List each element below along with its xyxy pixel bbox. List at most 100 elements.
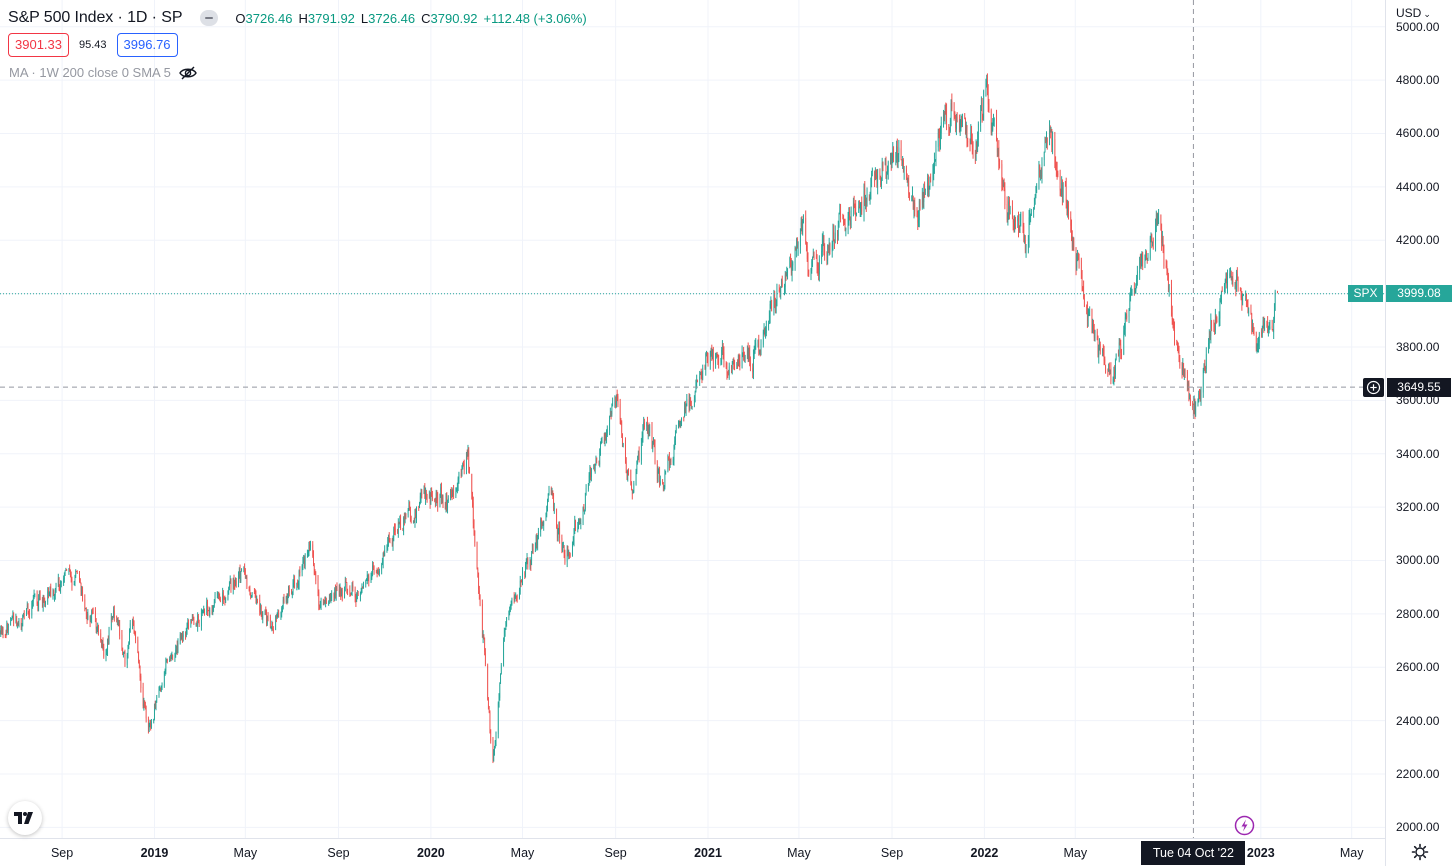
candle-body <box>238 574 239 585</box>
candle-body <box>519 580 521 592</box>
time-tick-label: 2022 <box>970 846 999 860</box>
candle-body <box>863 191 865 214</box>
candle-body <box>281 608 283 614</box>
candle-body <box>264 611 266 613</box>
candle-body <box>508 614 510 618</box>
candle-body <box>381 564 383 571</box>
candle-body <box>796 238 797 251</box>
candle-body <box>744 356 745 360</box>
candle-body <box>489 712 491 730</box>
candle-body <box>160 689 161 691</box>
sell-button[interactable]: 3901.33 <box>8 33 69 57</box>
candle-body <box>229 583 230 588</box>
candle-body <box>803 216 804 224</box>
candle-body <box>866 194 868 207</box>
candle-body <box>827 244 829 262</box>
candle-body <box>1046 135 1047 142</box>
candle-body <box>1003 184 1005 188</box>
candle-body <box>946 111 947 124</box>
tradingview-logo-icon[interactable] <box>8 801 42 835</box>
candle-body <box>1040 175 1041 177</box>
candle-body <box>1251 313 1253 331</box>
candle-body <box>959 121 961 131</box>
candle-body <box>778 289 780 292</box>
candle-body <box>34 593 36 595</box>
candle-body <box>185 635 186 637</box>
candle-body <box>811 261 813 272</box>
plus-circle-icon[interactable] <box>1363 377 1384 397</box>
candle-body <box>927 178 928 191</box>
candle-body <box>739 361 741 367</box>
candle-body <box>159 689 161 690</box>
candle-body <box>699 376 701 381</box>
eye-off-icon[interactable] <box>179 66 197 80</box>
candle-body <box>1093 330 1095 338</box>
candle-body <box>669 457 670 468</box>
candle-body <box>1093 324 1094 331</box>
lightning-bolt-icon[interactable] <box>1234 815 1255 836</box>
candle-body <box>407 510 409 516</box>
indicator-label[interactable]: MA · 1W 200 close 0 SMA 5 <box>9 65 171 80</box>
candle-body <box>461 470 463 475</box>
candle-body <box>726 369 728 374</box>
buy-button[interactable]: 3996.76 <box>116 33 178 57</box>
candle-body <box>1213 322 1215 325</box>
candle-body <box>1200 392 1202 401</box>
candle-body <box>1269 326 1271 329</box>
candle-body <box>246 577 248 586</box>
candle-body <box>441 496 443 503</box>
candle-body <box>696 380 698 387</box>
candle-body <box>675 427 677 434</box>
candle-body <box>251 595 252 598</box>
change-value: +112.48 (+3.06%) <box>483 10 587 26</box>
candle-body <box>74 575 76 583</box>
candle-body <box>1273 319 1275 333</box>
candle-body <box>569 554 571 557</box>
candle-body <box>282 599 284 608</box>
candle-body <box>742 352 744 354</box>
candle-body <box>409 505 411 507</box>
symbol-title[interactable]: S&P 500 Index · 1D · SP <box>8 9 183 26</box>
candle-body <box>386 548 388 550</box>
currency-selector[interactable]: USD ⌄ <box>1396 6 1431 20</box>
candle-body <box>457 478 459 490</box>
gear-icon[interactable] <box>1411 843 1429 861</box>
candle-body <box>349 590 351 597</box>
collapse-icon[interactable] <box>200 10 219 26</box>
candle-body <box>781 280 782 288</box>
candle-body <box>622 443 624 447</box>
candle-body <box>678 423 679 428</box>
indicator-legend: MA · 1W 200 close 0 SMA 5 <box>9 65 197 80</box>
candle-body <box>158 688 160 697</box>
candle-body <box>821 250 822 259</box>
candle-body <box>468 450 470 473</box>
candle-body <box>769 316 770 322</box>
candle-body <box>1150 235 1152 240</box>
candle-body <box>891 153 893 161</box>
last-price-label: 3999.08 <box>1386 285 1452 303</box>
candle-body <box>848 211 850 219</box>
candle-body <box>1199 391 1201 401</box>
candle-body <box>376 572 378 574</box>
candle-body <box>391 542 393 545</box>
candle-body <box>113 609 114 617</box>
candle-body <box>779 292 781 297</box>
candle-body <box>1246 301 1248 305</box>
candle-body <box>42 599 44 607</box>
candle-body <box>340 589 342 598</box>
open-value: 3726.46 <box>245 10 293 26</box>
candle-body <box>388 536 390 540</box>
candle-body <box>1051 129 1053 147</box>
candle-body <box>204 609 205 613</box>
candle-body <box>701 377 703 381</box>
candle-body <box>831 244 833 252</box>
candle-body <box>998 146 1000 162</box>
candle-body <box>725 363 727 368</box>
candle-body <box>1172 321 1174 323</box>
candle-body <box>1124 329 1125 331</box>
candle-body <box>1168 275 1169 290</box>
candle-body <box>92 612 93 614</box>
candle-body <box>135 633 136 640</box>
candle-body <box>715 353 716 365</box>
